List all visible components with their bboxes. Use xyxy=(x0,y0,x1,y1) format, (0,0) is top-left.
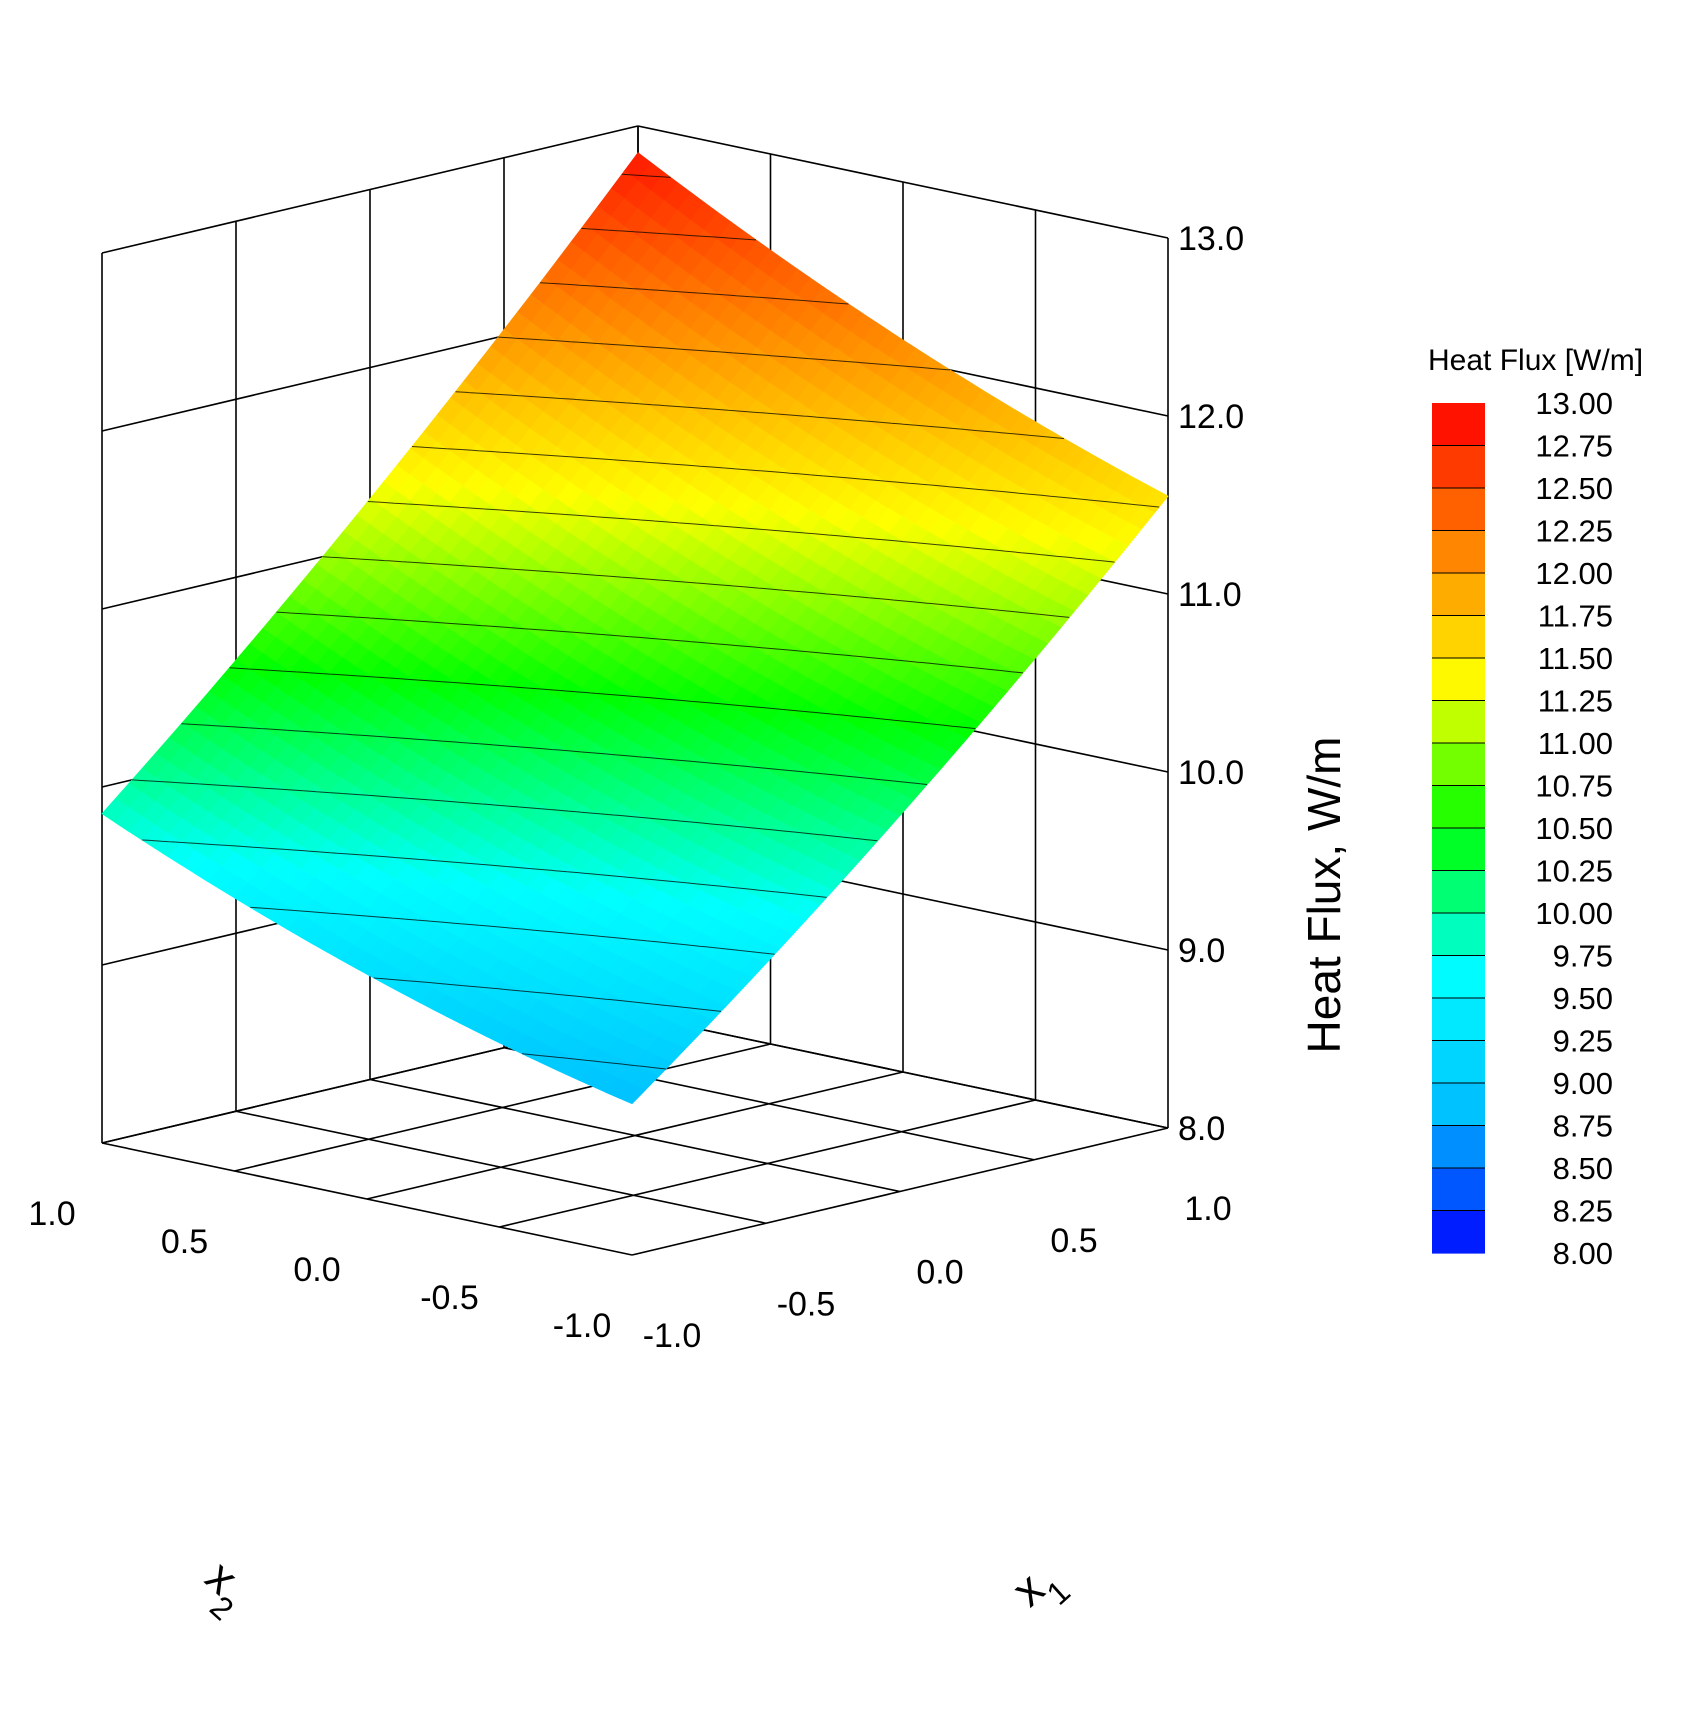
x1-axis-title: x1 xyxy=(1002,1550,1077,1627)
colorbar-segment xyxy=(1432,488,1485,532)
colorbar-segment xyxy=(1432,785,1485,829)
colorbar-segment xyxy=(1432,1040,1485,1084)
z-tick-label: 12.0 xyxy=(1178,398,1244,436)
colorbar-tick-label: 11.50 xyxy=(1538,641,1613,676)
colorbar-segment xyxy=(1432,955,1485,999)
colorbar-segment xyxy=(1432,403,1485,447)
contour-line xyxy=(498,336,951,371)
colorbar-segment xyxy=(1432,998,1485,1042)
z-tick-label: 11.0 xyxy=(1178,576,1242,614)
colorbar-segment xyxy=(1432,828,1485,872)
colorbar-segment xyxy=(1432,573,1485,617)
colorbar-tick-label: 12.00 xyxy=(1535,556,1613,591)
colorbar-tick-label: 10.25 xyxy=(1535,854,1613,889)
x1-tick-label: 0.0 xyxy=(916,1254,963,1292)
z-tick-label: 10.0 xyxy=(1178,754,1244,792)
colorbar-tick-label: 11.00 xyxy=(1538,726,1613,761)
colorbar: Heat Flux [W/m] 13.00 12.75 12.50 12.25 12.0… xyxy=(1428,344,1643,1271)
wall-x2-horizontal xyxy=(101,125,639,254)
colorbar-tick-label: 9.50 xyxy=(1553,981,1613,1016)
z-tick-label: 8.0 xyxy=(1178,1110,1225,1148)
colorbar-tick-label: 12.50 xyxy=(1535,471,1613,506)
wall-x1-horizontal xyxy=(637,125,1169,239)
colorbar-segment xyxy=(1432,913,1485,957)
colorbar-segment xyxy=(1432,445,1485,489)
colorbar-tick-label: 9.75 xyxy=(1553,939,1613,974)
x2-tick-label: 0.0 xyxy=(293,1251,340,1289)
contour-line xyxy=(142,839,827,898)
contour-line xyxy=(250,906,775,955)
surface-plot xyxy=(101,152,1169,1105)
colorbar-segment xyxy=(1432,615,1485,659)
contour-line xyxy=(540,282,849,305)
contour-line xyxy=(581,227,757,241)
colorbar-segment xyxy=(1432,1125,1485,1169)
colorbar-segment xyxy=(1432,530,1485,574)
colorbar-segment xyxy=(1432,1168,1485,1212)
colorbar-tick-label: 8.25 xyxy=(1553,1194,1613,1229)
colorbar-segment xyxy=(1432,870,1485,914)
colorbar-segment xyxy=(1432,743,1485,787)
contour-line xyxy=(132,779,878,842)
x2-tick-label: 1.0 xyxy=(28,1195,75,1233)
floor-grid-x2 xyxy=(499,1099,1036,1228)
x1-tick-label: -1.0 xyxy=(643,1317,702,1355)
contour-lines xyxy=(132,173,1160,1070)
colorbar-segment xyxy=(1432,1083,1485,1127)
contour-line xyxy=(181,723,928,786)
x1-tick-label: 1.0 xyxy=(1184,1190,1231,1228)
colorbar-tick-label: 8.75 xyxy=(1553,1109,1613,1144)
colorbar-tick-label: 11.25 xyxy=(1538,684,1613,719)
colorbar-segment xyxy=(1432,1210,1485,1254)
x1-tick-label: 0.5 xyxy=(1050,1222,1097,1260)
colorbar-tick-label: 11.75 xyxy=(1538,599,1613,634)
contour-line xyxy=(229,667,976,730)
surface-facet xyxy=(618,1083,647,1105)
colorbar-tick-label: 10.75 xyxy=(1535,769,1613,804)
z-axis-title: Heat Flux, W/m xyxy=(1298,737,1350,1054)
contour-line xyxy=(621,173,671,178)
x2-tick-label: -1.0 xyxy=(553,1307,612,1345)
contour-line xyxy=(276,611,1023,674)
colorbar-segment xyxy=(1432,700,1485,744)
colorbar-tick-label: 9.00 xyxy=(1553,1066,1613,1101)
floor-grid-x2 xyxy=(366,1071,904,1200)
colorbar-tick-label: 10.50 xyxy=(1535,811,1613,846)
colorbar-tick-label: 9.25 xyxy=(1553,1024,1613,1059)
x2-axis-title: x2 xyxy=(186,1550,261,1627)
x2-tick-label: -0.5 xyxy=(420,1279,479,1317)
x1-tick-label: -0.5 xyxy=(777,1285,836,1323)
contour-line xyxy=(455,391,1065,439)
colorbar-tick-label: 8.00 xyxy=(1553,1236,1613,1271)
colorbar-title: Heat Flux [W/m] xyxy=(1428,344,1643,377)
x2-tick-label: 0.5 xyxy=(161,1223,208,1261)
contour-line xyxy=(521,1053,666,1070)
z-tick-label: 13.0 xyxy=(1178,220,1244,258)
contour-line xyxy=(367,501,1115,563)
colorbar-tick-label: 12.75 xyxy=(1535,429,1613,464)
colorbar-segment xyxy=(1432,658,1485,702)
contour-line xyxy=(411,446,1160,508)
z-tick-label: 9.0 xyxy=(1178,932,1225,970)
colorbar-tick-label: 12.25 xyxy=(1535,514,1613,549)
contour-line xyxy=(322,556,1070,618)
contour-line xyxy=(373,977,722,1012)
colorbar-tick-label: 10.00 xyxy=(1535,896,1613,931)
colorbar-tick-label: 8.50 xyxy=(1553,1151,1613,1186)
colorbar-tick-label: 13.00 xyxy=(1535,386,1613,421)
floor-grid-x2 xyxy=(631,1127,1169,1256)
axis-ticks: -1.0 -0.5 0.0 0.5 1.0 -1.0 -0.5 0.0 0.5 1.0 8.0 9.0… xyxy=(28,220,1244,1355)
floor-grid-x2 xyxy=(234,1043,771,1172)
wall-x1-horizontal xyxy=(637,1015,1169,1129)
